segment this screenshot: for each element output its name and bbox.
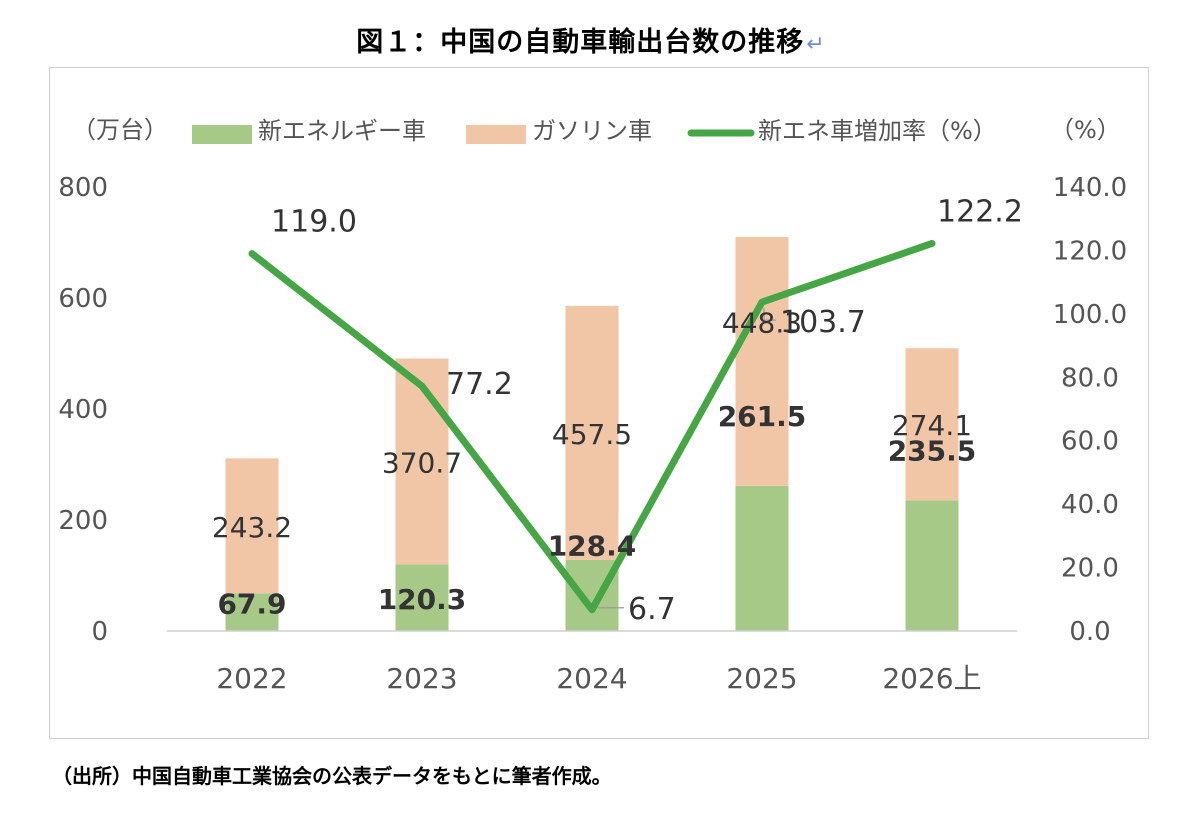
legend: 新エネルギー車 ガソリン車 新エネ車増加率（%） bbox=[192, 117, 997, 145]
x-tick-label: 2026上 bbox=[882, 662, 981, 695]
legend-label-nev: 新エネルギー車 bbox=[258, 117, 426, 145]
chart-frame: 0 200 400 600 800 0.0 20.0 40.0 60.0 80.0 100.0 120… bbox=[49, 67, 1149, 739]
y-right-tick-label: 0.0 bbox=[1069, 617, 1110, 647]
axes-layer: 0 200 400 600 800 0.0 20.0 40.0 60.0 80.0 100.0 120… bbox=[58, 116, 1127, 695]
data-label-gasoline: 448.3 bbox=[722, 306, 802, 339]
y-right-tick-label: 60.0 bbox=[1061, 427, 1119, 457]
data-label-nev: 235.5 bbox=[888, 434, 977, 467]
chart-title-text: 図１：中国の自動車輸出台数の推移 bbox=[356, 27, 805, 58]
y-right-tick-label: 120.0 bbox=[1053, 236, 1127, 266]
data-label-growth-rate: 77.2 bbox=[446, 367, 513, 402]
legend-swatch-gasoline bbox=[466, 125, 526, 144]
y-left-tick-label: 600 bbox=[58, 284, 108, 314]
y-right-tick-label: 80.0 bbox=[1061, 363, 1119, 393]
labels-layer: 243.2 370.7 457.5 448.3 274.1 67.9 120.3 128.4 2… bbox=[212, 194, 1023, 626]
bar-nev-2022 bbox=[225, 593, 279, 631]
bars-layer bbox=[225, 237, 959, 631]
data-label-nev: 261.5 bbox=[718, 400, 807, 433]
chart-title: 図１：中国の自動車輸出台数の推移↵ bbox=[0, 20, 1182, 59]
data-label-nev: 128.4 bbox=[548, 530, 637, 563]
y-right-tick-label: 40.0 bbox=[1061, 490, 1119, 520]
return-mark-icon: ↵ bbox=[806, 32, 826, 57]
bar-gasoline-2024 bbox=[565, 305, 619, 560]
y-left-unit-label: （万台） bbox=[72, 116, 168, 144]
source-note: （出所）中国自動車工業協会の公表データをもとに筆者作成。 bbox=[52, 764, 612, 788]
legend-label-gasoline: ガソリン車 bbox=[532, 117, 652, 145]
data-label-nev: 120.3 bbox=[378, 583, 467, 616]
data-label-growth-rate: 122.2 bbox=[937, 194, 1023, 229]
bar-nev-2026上 bbox=[905, 500, 959, 631]
y-left-tick-label: 400 bbox=[58, 395, 108, 425]
chart-svg: 0 200 400 600 800 0.0 20.0 40.0 60.0 80.0 100.0 120… bbox=[58, 116, 1127, 695]
leader-line bbox=[763, 308, 776, 321]
data-label-growth-rate: 6.7 bbox=[628, 592, 676, 627]
x-tick-label: 2022 bbox=[216, 662, 287, 695]
bar-gasoline-2023 bbox=[395, 358, 449, 565]
data-label-nev: 67.9 bbox=[217, 587, 286, 620]
data-label-gasoline: 243.2 bbox=[212, 511, 292, 544]
bar-nev-2023 bbox=[395, 564, 449, 631]
y-left-tick-label: 800 bbox=[58, 173, 108, 203]
data-label-growth-rate: 103.7 bbox=[780, 305, 866, 340]
bar-gasoline-2025 bbox=[735, 237, 789, 486]
x-tick-label: 2024 bbox=[556, 662, 627, 695]
data-label-growth-rate: 119.0 bbox=[271, 205, 357, 240]
data-label-gasoline: 274.1 bbox=[892, 409, 972, 442]
y-right-tick-label: 20.0 bbox=[1061, 554, 1119, 584]
y-right-tick-label: 100.0 bbox=[1053, 300, 1127, 330]
legend-label-growth-rate: 新エネ車増加率（%） bbox=[758, 117, 997, 145]
data-label-gasoline: 457.5 bbox=[552, 418, 632, 451]
x-tick-label: 2025 bbox=[726, 662, 797, 695]
y-left-tick-label: 0 bbox=[91, 617, 108, 647]
bar-gasoline-2026上 bbox=[905, 348, 959, 501]
bar-nev-2025 bbox=[735, 485, 789, 631]
y-left-tick-label: 200 bbox=[58, 506, 108, 536]
bar-gasoline-2022 bbox=[225, 458, 279, 594]
series-line-growth-rate bbox=[248, 239, 936, 614]
legend-swatch-nev bbox=[192, 125, 252, 144]
x-tick-label: 2023 bbox=[386, 662, 457, 695]
y-right-tick-label: 140.0 bbox=[1053, 173, 1127, 203]
data-label-gasoline: 370.7 bbox=[382, 446, 462, 479]
y-right-unit-label: （%） bbox=[1050, 116, 1121, 144]
line-layer bbox=[248, 239, 936, 614]
